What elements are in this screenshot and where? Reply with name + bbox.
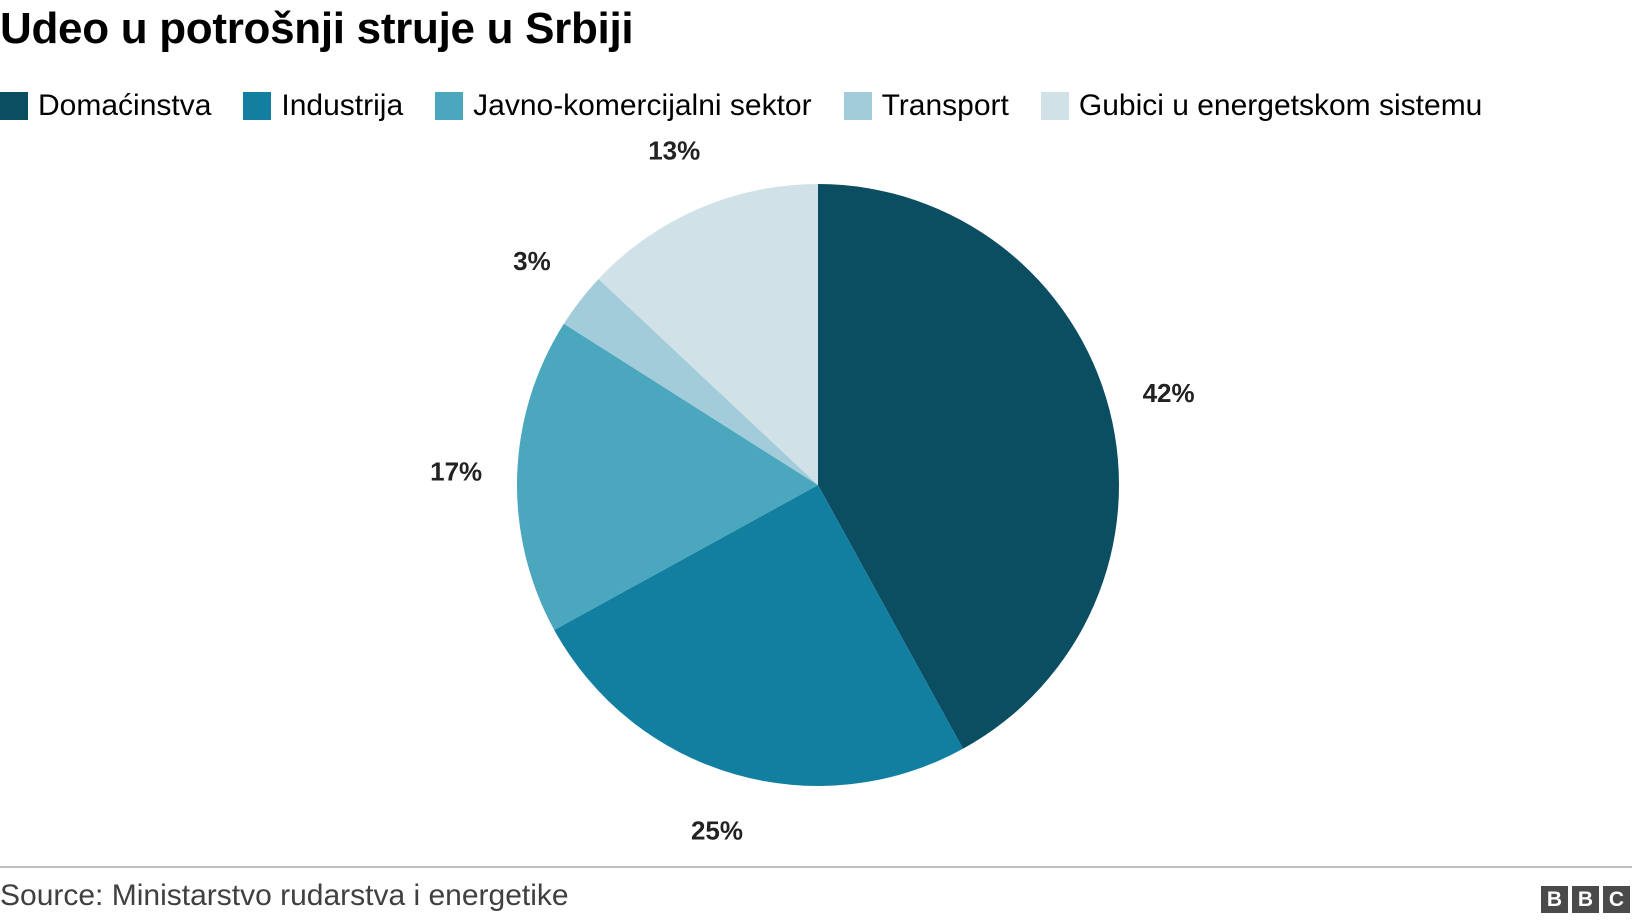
legend-swatch [435, 92, 464, 120]
slice-data-label: 13% [648, 136, 700, 166]
chart-legend: Domaćinstva Industrija Javno-komercijalni … [0, 88, 1514, 124]
slice-data-label: 17% [430, 457, 482, 487]
source-note: Source: Ministarstvo rudarstva i energet… [0, 879, 569, 912]
legend-label: Industrija [281, 89, 404, 122]
chart-title: Udeo u potrošnji struje u Srbiji [0, 4, 634, 53]
legend-swatch [243, 92, 272, 120]
legend-label: Javno-komercijalni sektor [473, 89, 812, 122]
legend-item: Transport [843, 88, 1009, 124]
pie-slice [517, 323, 818, 631]
bbc-logo-block: B [1572, 886, 1599, 913]
pie-slice [598, 184, 818, 485]
footer-divider [0, 866, 1632, 868]
legend-label: Gubici u energetskom sistemu [1078, 89, 1483, 122]
pie-slice [554, 485, 964, 786]
pie-chart: 42% 25% 17% 3% 13% [430, 136, 1195, 846]
legend-item: Industrija [243, 88, 403, 124]
legend-item: Gubici u energetskom sistemu [1040, 88, 1483, 124]
legend-swatch [0, 92, 28, 120]
slice-data-label: 25% [691, 816, 743, 846]
bbc-logo-block: C [1603, 886, 1630, 913]
pie-slice [818, 184, 1119, 749]
pie-slice [563, 278, 818, 485]
legend-label: Transport [881, 89, 1009, 122]
legend-item: Javno-komercijalni sektor [435, 88, 812, 124]
legend-label: Domaćinstva [38, 89, 212, 122]
legend-swatch [1040, 92, 1069, 120]
legend-swatch [843, 92, 872, 120]
bbc-logo-block: B [1541, 886, 1568, 913]
slice-data-label: 42% [1143, 378, 1195, 408]
slice-data-label: 3% [513, 246, 551, 276]
legend-item: Domaćinstva [0, 88, 211, 124]
